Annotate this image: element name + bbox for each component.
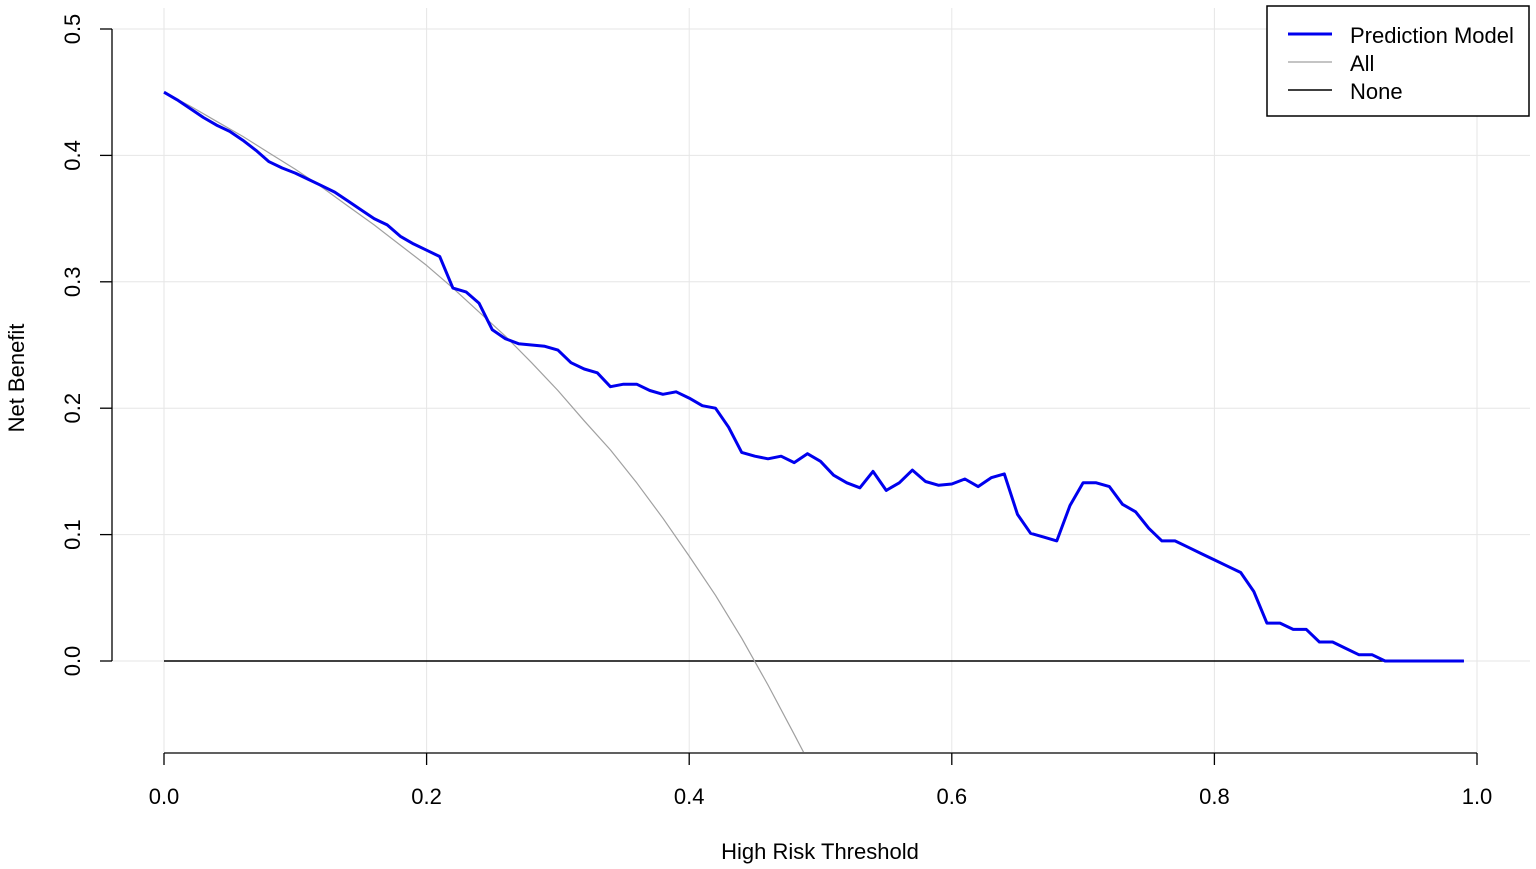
x-tick-label: 0.4 bbox=[674, 784, 705, 809]
y-tick-label: 0.1 bbox=[60, 519, 85, 550]
x-tick-label: 0.6 bbox=[937, 784, 968, 809]
axes: 0.0 0.2 0.4 0.6 0.8 1.0 0.0 0.1 0.2 0.3 0.4 0.5 bbox=[60, 14, 1492, 809]
y-tick-label: 0.2 bbox=[60, 393, 85, 424]
series-lines bbox=[163, 90, 1464, 752]
x-tick-label: 0.0 bbox=[149, 784, 180, 809]
x-axis-label: High Risk Threshold bbox=[721, 839, 919, 864]
x-tick-label: 0.8 bbox=[1199, 784, 1230, 809]
legend-box bbox=[1266, 5, 1530, 117]
line-prediction-model bbox=[163, 90, 1464, 663]
legend-label-prediction-model: Prediction Model bbox=[1350, 23, 1514, 48]
y-tick-label: 0.5 bbox=[60, 14, 85, 45]
y-tick-label: 0.4 bbox=[60, 140, 85, 171]
legend-label-all: All bbox=[1350, 51, 1374, 76]
x-tick-label: 1.0 bbox=[1462, 784, 1493, 809]
legend-label-none: None bbox=[1350, 79, 1403, 104]
y-tick-label: 0.0 bbox=[60, 646, 85, 677]
y-axis-label: Net Benefit bbox=[4, 324, 29, 433]
legend: Prediction Model All None bbox=[1266, 5, 1530, 117]
y-tick-label: 0.3 bbox=[60, 267, 85, 298]
line-all bbox=[163, 91, 805, 752]
x-tick-label: 0.2 bbox=[411, 784, 442, 809]
